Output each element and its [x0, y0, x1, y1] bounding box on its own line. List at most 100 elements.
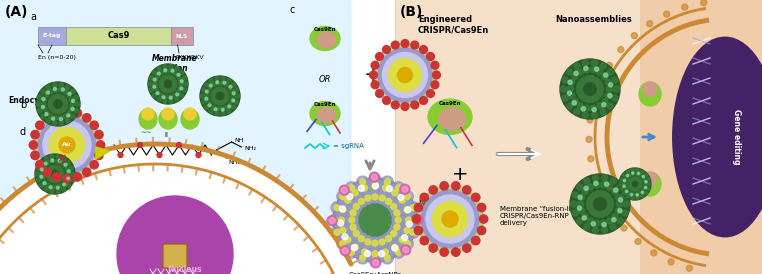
Circle shape — [381, 252, 393, 264]
Circle shape — [172, 84, 177, 89]
Circle shape — [156, 74, 160, 78]
Circle shape — [373, 44, 437, 107]
Circle shape — [41, 176, 45, 181]
Circle shape — [619, 168, 651, 200]
Circle shape — [59, 83, 63, 87]
Circle shape — [225, 94, 229, 98]
Circle shape — [183, 88, 187, 92]
Circle shape — [223, 98, 227, 102]
Circle shape — [383, 96, 390, 104]
Circle shape — [577, 184, 583, 190]
Circle shape — [582, 213, 588, 219]
Circle shape — [174, 97, 179, 101]
Circle shape — [169, 99, 173, 103]
Circle shape — [388, 200, 400, 212]
Circle shape — [219, 101, 223, 105]
Circle shape — [223, 90, 227, 93]
Circle shape — [636, 169, 639, 172]
Circle shape — [386, 198, 392, 204]
Circle shape — [585, 76, 591, 82]
Circle shape — [62, 187, 66, 191]
Circle shape — [440, 182, 448, 190]
Circle shape — [215, 111, 219, 115]
Circle shape — [67, 170, 70, 173]
Circle shape — [329, 214, 341, 226]
Circle shape — [205, 97, 208, 100]
Circle shape — [196, 153, 201, 158]
Circle shape — [164, 95, 168, 99]
Circle shape — [594, 67, 599, 71]
Circle shape — [50, 97, 54, 101]
Circle shape — [701, 0, 706, 6]
Circle shape — [171, 78, 175, 81]
Circle shape — [589, 76, 595, 82]
Circle shape — [592, 192, 597, 198]
Circle shape — [582, 189, 588, 195]
Circle shape — [59, 161, 63, 165]
Circle shape — [386, 236, 392, 242]
Circle shape — [342, 248, 348, 254]
Circle shape — [578, 69, 583, 75]
Circle shape — [51, 185, 55, 189]
Circle shape — [399, 237, 405, 243]
Circle shape — [579, 93, 585, 99]
Circle shape — [602, 103, 606, 107]
Circle shape — [43, 180, 47, 184]
Circle shape — [644, 173, 648, 176]
Circle shape — [59, 174, 63, 178]
Circle shape — [581, 77, 588, 83]
Circle shape — [407, 202, 419, 214]
Circle shape — [235, 88, 239, 92]
Text: (A): (A) — [5, 5, 28, 19]
Circle shape — [369, 254, 381, 266]
Circle shape — [609, 210, 615, 216]
Circle shape — [222, 100, 226, 104]
Circle shape — [628, 182, 631, 185]
Circle shape — [595, 79, 601, 85]
Circle shape — [421, 190, 479, 248]
Polygon shape — [96, 147, 110, 159]
Circle shape — [225, 96, 229, 100]
Circle shape — [607, 69, 613, 75]
Circle shape — [59, 109, 64, 113]
Circle shape — [82, 114, 91, 122]
Circle shape — [588, 218, 594, 224]
Circle shape — [597, 86, 604, 92]
Circle shape — [396, 234, 408, 246]
Circle shape — [584, 67, 590, 73]
Circle shape — [37, 102, 41, 106]
Circle shape — [577, 82, 583, 89]
Circle shape — [212, 105, 216, 109]
Circle shape — [52, 117, 55, 120]
Circle shape — [410, 205, 416, 211]
Circle shape — [357, 252, 369, 264]
Text: Membrane
fusion: Membrane fusion — [152, 54, 198, 73]
Circle shape — [635, 239, 641, 245]
Circle shape — [392, 244, 398, 250]
Circle shape — [643, 179, 646, 182]
Circle shape — [591, 222, 595, 226]
Circle shape — [216, 87, 221, 91]
Circle shape — [592, 95, 598, 101]
Circle shape — [70, 102, 75, 106]
Circle shape — [635, 177, 638, 180]
Circle shape — [378, 48, 432, 102]
Circle shape — [348, 185, 354, 191]
Circle shape — [384, 179, 390, 185]
Circle shape — [594, 220, 600, 226]
Circle shape — [394, 224, 400, 230]
Circle shape — [400, 184, 410, 194]
Circle shape — [220, 81, 224, 85]
Circle shape — [631, 187, 634, 190]
Circle shape — [381, 176, 393, 188]
Circle shape — [401, 40, 409, 47]
Circle shape — [345, 197, 351, 203]
Circle shape — [220, 107, 224, 111]
Circle shape — [631, 196, 634, 199]
Circle shape — [386, 186, 392, 192]
Circle shape — [605, 208, 611, 214]
Circle shape — [360, 255, 366, 261]
Circle shape — [607, 197, 613, 203]
Circle shape — [40, 172, 44, 176]
Circle shape — [167, 89, 171, 93]
